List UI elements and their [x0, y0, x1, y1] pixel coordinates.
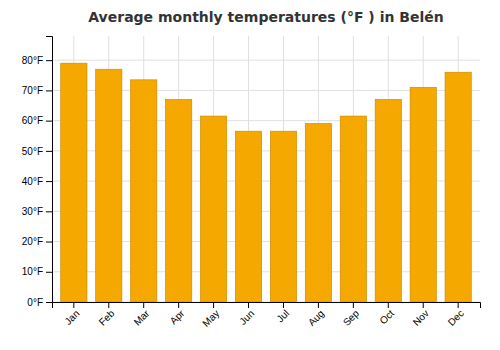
tick-label: 70°F: [22, 85, 43, 96]
tick-label: Jul: [274, 308, 291, 325]
tick: 20°F: [22, 236, 52, 247]
tick-label: May: [200, 308, 221, 329]
tick-mark: [283, 302, 284, 308]
tick-mark: [46, 90, 52, 91]
bars: [61, 63, 472, 302]
tick: Dec: [446, 302, 466, 328]
tick-mark: [46, 121, 52, 122]
bar: [340, 116, 366, 302]
bar: [96, 69, 122, 302]
tick-mark: [318, 302, 319, 308]
tick: 10°F: [22, 266, 52, 277]
tick: Feb: [97, 302, 117, 328]
tick: 50°F: [22, 146, 52, 157]
tick-label: 60°F: [22, 115, 43, 126]
tick: Nov: [411, 302, 431, 328]
tick: Jul: [274, 302, 291, 324]
tick: Jan: [62, 302, 81, 327]
grid-line: [52, 60, 480, 61]
tick-label: Oct: [377, 308, 396, 327]
tick-mark: [108, 302, 109, 308]
tick-mark: [353, 302, 354, 308]
tick-label: Nov: [411, 308, 431, 328]
tick-mark: [178, 302, 179, 308]
tick-mark: [213, 302, 214, 308]
bar: [200, 116, 226, 302]
grid: [52, 36, 480, 302]
tick-mark: [143, 302, 144, 308]
bar: [305, 124, 331, 302]
tick-label: 40°F: [22, 176, 43, 187]
tick: Jun: [237, 302, 256, 327]
bar: [235, 131, 261, 302]
tick-mark: [46, 242, 52, 243]
bar: [61, 63, 87, 302]
tick-mark: [388, 302, 389, 308]
tick-mark: [46, 272, 52, 273]
tick-mark: [423, 302, 424, 308]
tick: 30°F: [22, 206, 52, 217]
tick-label: Jan: [62, 308, 81, 327]
tick-label: Dec: [446, 308, 466, 328]
tick-mark: [46, 302, 52, 303]
bar: [375, 99, 401, 302]
bar: [445, 72, 471, 302]
title: Average monthly temperatures (°F ) in Be…: [88, 9, 443, 25]
bar: [410, 87, 436, 302]
tick: May: [200, 302, 221, 329]
tick-label: 30°F: [22, 206, 43, 217]
tick: Mar: [132, 302, 152, 328]
tick: 80°F: [22, 55, 52, 66]
tick-label: 20°F: [22, 236, 43, 247]
tick-label: Sep: [341, 307, 362, 328]
tick-label: 50°F: [22, 146, 43, 157]
tick-mark: [458, 302, 459, 308]
tick-label: Apr: [168, 307, 187, 326]
tick-mark: [73, 302, 74, 308]
x-axis: Jan Feb Mar Apr May Jun Jul Aug Sep Oct Nov Dec: [53, 302, 481, 329]
y-axis: 0°F 10°F 20°F 30°F 40°F 50°F 60°F 70°F 80°F: [22, 37, 53, 308]
tick: Aug: [306, 302, 326, 328]
tick-label: Mar: [132, 307, 152, 327]
axis-line: [53, 303, 481, 309]
chart: 0°F 10°F 20°F 30°F 40°F 50°F 60°F 70°F 80°F Jan Fe…: [0, 0, 500, 350]
tick: 60°F: [22, 115, 52, 126]
tick: 0°F: [27, 297, 52, 308]
tick-mark: [248, 302, 249, 308]
plot-area: 0°F 10°F 20°F 30°F 40°F 50°F 60°F 70°F 80°F Jan Fe…: [22, 36, 481, 329]
tick-mark: [46, 211, 52, 212]
tick-label: Feb: [97, 307, 117, 327]
bar: [166, 99, 192, 302]
tick-label: Jun: [237, 308, 256, 327]
tick-label: 0°F: [27, 297, 43, 308]
bar: [131, 80, 157, 302]
tick: 40°F: [22, 176, 52, 187]
tick-label: 80°F: [22, 55, 43, 66]
tick-label: Aug: [306, 308, 326, 328]
tick-mark: [46, 151, 52, 152]
axis-line: [46, 37, 53, 303]
tick-mark: [46, 181, 52, 182]
tick-mark: [46, 60, 52, 61]
bar: [270, 131, 296, 302]
tick: Apr: [168, 302, 187, 326]
tick-label: 10°F: [22, 266, 43, 277]
tick: Oct: [377, 302, 396, 326]
tick: Sep: [341, 302, 362, 328]
tick: 70°F: [22, 85, 52, 96]
